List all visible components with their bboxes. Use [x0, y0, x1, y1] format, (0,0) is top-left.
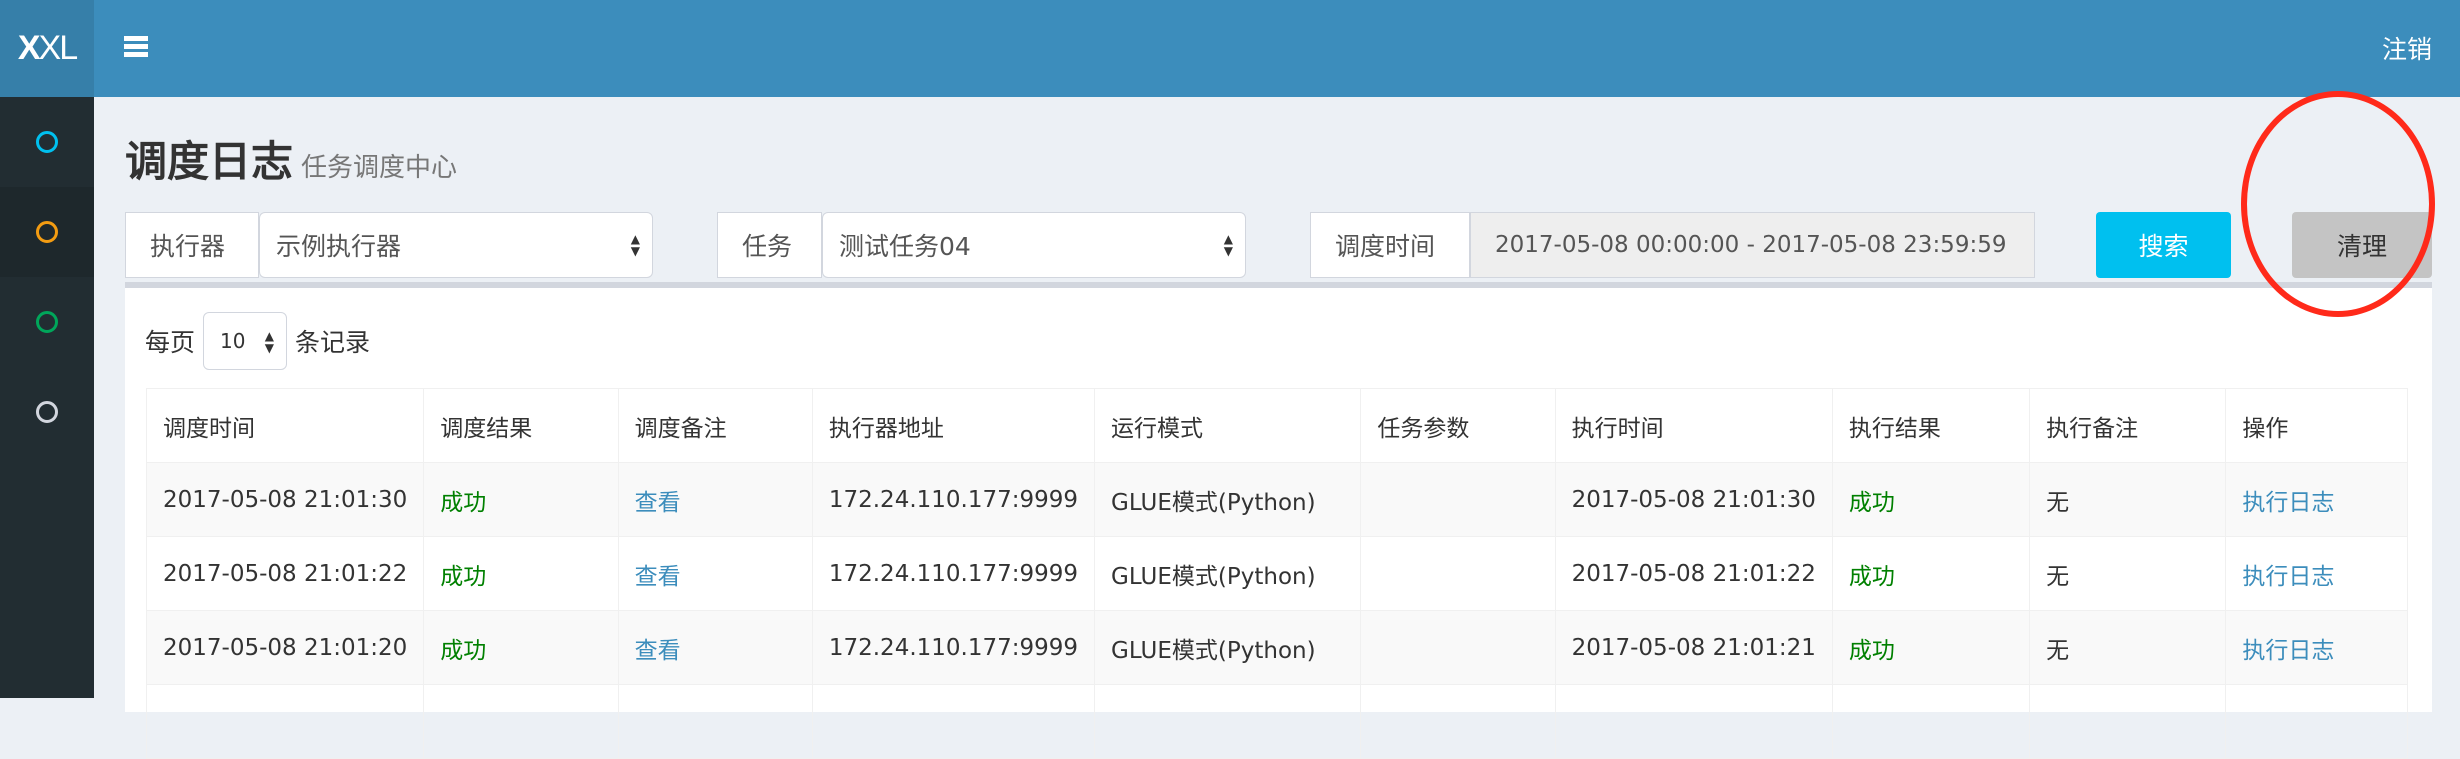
select-arrows-icon: ▲ ▼: [630, 232, 640, 258]
hamburger-menu-icon[interactable]: [124, 36, 148, 58]
table-cell: [1360, 462, 1556, 537]
table-header-row: 调度时间 调度结果 调度备注 执行器地址 运行模式 任务参数 执行时间 执行结果 执行备注 操作: [145, 388, 2408, 463]
executor-filter: 执行器 示例执行器 ▲ ▼: [125, 212, 653, 278]
execution-log-link[interactable]: 执行日志: [2225, 536, 2408, 611]
log-table-box: 每页 10 ▲ ▼ 条记录 调度时间 调度结果 调度备注 执行器地址 运行模式 任务参数 执行时…: [125, 282, 2432, 759]
circle-icon: [36, 311, 58, 333]
table-cell: 2017-05-08 21:01:30: [145, 462, 425, 537]
page-length-prefix: 每页: [145, 328, 196, 357]
column-header[interactable]: 操作: [2225, 388, 2408, 463]
column-header[interactable]: 执行时间: [1554, 388, 1833, 463]
table-cell: [1094, 684, 1362, 759]
page-length-value: 10: [220, 329, 246, 353]
time-range-input[interactable]: 2017-05-08 00:00:00 - 2017-05-08 23:59:5…: [1470, 212, 2035, 278]
table-cell: 2017-05-08 21:01:30: [1554, 462, 1833, 537]
column-header[interactable]: 调度时间: [145, 388, 425, 463]
table-cell: [1360, 610, 1556, 685]
table-cell: [811, 684, 1096, 759]
table-cell: 172.24.110.177:9999: [811, 536, 1096, 611]
table-row: 2017-05-08 21:01:20 成功 查看 172.24.110.177:99…: [145, 610, 2408, 685]
executor-select[interactable]: 示例执行器 ▲ ▼: [259, 212, 653, 278]
sidebar-item-4[interactable]: [0, 367, 94, 457]
table-cell: 2017-05-08 21:01:22: [145, 536, 425, 611]
page-title-text: 调度日志: [125, 137, 294, 186]
circle-icon: [36, 131, 58, 153]
table-cell: GLUE模式(Python): [1094, 536, 1362, 611]
table-cell: GLUE模式(Python): [1094, 462, 1362, 537]
search-button[interactable]: 搜索: [2096, 212, 2231, 278]
column-header[interactable]: 执行结果: [1831, 388, 2031, 463]
view-remark-link[interactable]: 查看: [617, 462, 813, 537]
execution-log-link[interactable]: 执行日志: [2225, 610, 2408, 685]
table-cell: [1554, 684, 1833, 759]
column-header[interactable]: 调度备注: [617, 388, 813, 463]
select-arrows-icon: ▲ ▼: [264, 329, 275, 355]
view-remark-link[interactable]: 查看: [617, 536, 813, 611]
table-cell: [1831, 684, 2031, 759]
table-cell: 成功: [423, 610, 619, 685]
table-cell: 无: [2029, 610, 2227, 685]
sidebar: [0, 97, 94, 698]
column-header[interactable]: 执行器地址: [811, 388, 1096, 463]
column-header[interactable]: 运行模式: [1094, 388, 1362, 463]
table-cell: 2017-05-08 21:01:22: [1554, 536, 1833, 611]
table-row: 2017-05-08 21:01:22 成功 查看 172.24.110.177:99…: [145, 536, 2408, 611]
task-value: 测试任务04: [839, 232, 971, 261]
execution-log-link[interactable]: 执行日志: [2225, 462, 2408, 537]
circle-icon: [36, 221, 58, 243]
table-cell: 成功: [1831, 610, 2031, 685]
task-label: 任务: [717, 212, 822, 278]
column-header[interactable]: 任务参数: [1360, 388, 1556, 463]
column-header[interactable]: 执行备注: [2029, 388, 2227, 463]
time-label: 调度时间: [1310, 212, 1470, 278]
page-length-control: 每页 10 ▲ ▼ 条记录: [145, 312, 370, 370]
table-cell: [617, 684, 813, 759]
sidebar-item-2[interactable]: [0, 187, 94, 277]
table-cell: 成功: [1831, 536, 2031, 611]
task-select[interactable]: 测试任务04 ▲ ▼: [822, 212, 1246, 278]
time-filter: 调度时间 2017-05-08 00:00:00 - 2017-05-08 23…: [1310, 212, 2035, 278]
table-cell: 成功: [423, 536, 619, 611]
table-cell: 2017-05-08 21:01:21: [1554, 610, 1833, 685]
page-subtitle: 任务调度中心: [301, 153, 458, 183]
circle-icon: [36, 401, 58, 423]
clean-button[interactable]: 清理: [2292, 212, 2432, 278]
table-cell: [145, 684, 425, 759]
logo[interactable]: XXL: [0, 0, 94, 97]
table-cell: 成功: [423, 462, 619, 537]
page-length-select[interactable]: 10 ▲ ▼: [203, 312, 288, 370]
log-table: 调度时间 调度结果 调度备注 执行器地址 运行模式 任务参数 执行时间 执行结果 执行备注 操作 …: [145, 388, 2408, 759]
table-cell: [423, 684, 619, 759]
table-cell: [2225, 684, 2408, 759]
column-header[interactable]: 调度结果: [423, 388, 619, 463]
table-cell: [1360, 684, 1556, 759]
table-cell: 无: [2029, 462, 2227, 537]
table-cell: 2017-05-08 21:01:20: [145, 610, 425, 685]
page-title: 调度日志 任务调度中心: [125, 128, 457, 189]
executor-label: 执行器: [125, 212, 259, 278]
table-cell: GLUE模式(Python): [1094, 610, 1362, 685]
table-cell: [2029, 684, 2227, 759]
view-remark-link[interactable]: 查看: [617, 610, 813, 685]
top-navbar: 注销: [94, 0, 2460, 97]
table-cell: [1360, 536, 1556, 611]
table-cell: 172.24.110.177:9999: [811, 462, 1096, 537]
select-arrows-icon: ▲ ▼: [1223, 232, 1233, 258]
table-cell: 172.24.110.177:9999: [811, 610, 1096, 685]
table-row: 2017-05-08 21:01:30 成功 查看 172.24.110.177:99…: [145, 462, 2408, 537]
table-row: [145, 684, 2408, 759]
logout-link[interactable]: 注销: [2381, 35, 2432, 64]
task-filter: 任务 测试任务04 ▲ ▼: [717, 212, 1246, 278]
page-length-suffix: 条记录: [295, 328, 371, 357]
table-cell: 成功: [1831, 462, 2031, 537]
logo-text: XXL: [17, 29, 78, 67]
table-cell: 无: [2029, 536, 2227, 611]
executor-value: 示例执行器: [276, 232, 402, 261]
sidebar-item-1[interactable]: [0, 97, 94, 187]
sidebar-item-3[interactable]: [0, 277, 94, 367]
